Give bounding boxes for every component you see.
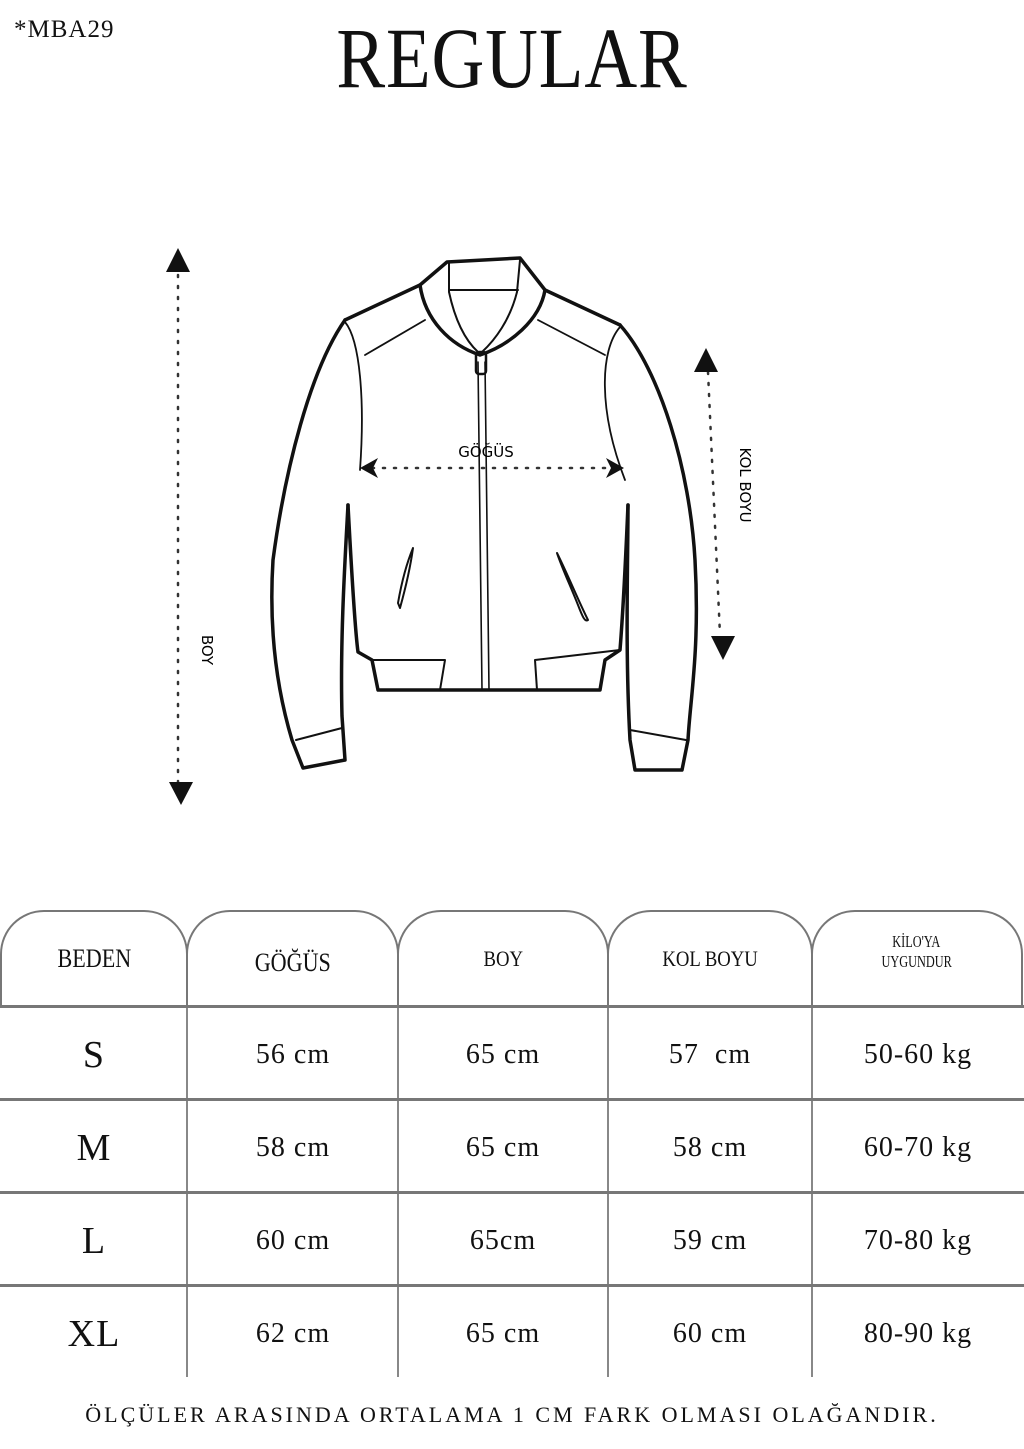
- header-length: BOY: [397, 910, 609, 1006]
- size-cell: XL: [67, 1312, 121, 1355]
- sleeve-cell: 57 cm: [668, 1038, 752, 1070]
- sleeve-cell: 60 cm: [672, 1317, 748, 1349]
- size-cell: L: [81, 1219, 107, 1262]
- header-weight: KİLO'YA UYGUNDUR: [811, 910, 1023, 1006]
- arrow-right-icon: [606, 458, 624, 478]
- chest-cell: 60 cm: [255, 1224, 331, 1256]
- arrow-left-icon: [360, 458, 378, 478]
- jacket-outline: [270, 256, 699, 772]
- chest-measure-arrow: [360, 458, 624, 478]
- jacket-diagram: GÖĞÜS BOY KOL BOYU: [166, 248, 754, 805]
- chest-cell: 58 cm: [255, 1131, 331, 1163]
- length-cell: 65cm: [469, 1224, 537, 1256]
- arrow-down-icon: [169, 782, 193, 805]
- footer-note: ÖLÇÜLER ARASINDA ORTALAMA 1 CM FARK OLMA…: [85, 1402, 939, 1427]
- size-cell: M: [76, 1126, 112, 1169]
- weight-cell: 70-80 kg: [863, 1224, 973, 1256]
- length-cell: 65 cm: [465, 1317, 541, 1349]
- sleeve-label: KOL BOYU: [736, 447, 754, 522]
- sleeve-measure-arrow: [694, 348, 735, 660]
- product-code: *MBA29: [14, 16, 115, 43]
- fit-title: REGULAR: [336, 10, 688, 106]
- length-cell: 65 cm: [465, 1038, 541, 1070]
- weight-cell: 50-60 kg: [863, 1038, 973, 1070]
- sleeve-cell: 59 cm: [672, 1224, 748, 1256]
- chest-cell: 62 cm: [255, 1317, 331, 1349]
- size-table: S 56 cm 65 cm 57 cm 50-60 kg M 58 cm 65 …: [0, 1005, 1024, 1377]
- header-sleeve: KOL BOYU: [607, 910, 813, 1006]
- arrow-up-icon: [166, 248, 190, 272]
- length-label: BOY: [198, 635, 216, 666]
- length-measure-arrow: [166, 248, 193, 805]
- arrow-down-icon: [711, 636, 735, 660]
- header-chest: GÖĞÜS: [186, 910, 399, 1006]
- arrow-up-icon: [694, 348, 718, 372]
- chest-label: GÖĞÜS: [458, 442, 514, 461]
- header-size: BEDEN: [0, 910, 188, 1006]
- table-row: L 60 cm 65cm 59 cm 70-80 kg: [0, 1191, 1024, 1287]
- weight-cell: 60-70 kg: [863, 1131, 973, 1163]
- length-cell: 65 cm: [465, 1131, 541, 1163]
- table-row: S 56 cm 65 cm 57 cm 50-60 kg: [0, 1005, 1024, 1101]
- sleeve-cell: 58 cm: [672, 1131, 748, 1163]
- chest-cell: 56 cm: [255, 1038, 331, 1070]
- table-row: M 58 cm 65 cm 58 cm 60-70 kg: [0, 1098, 1024, 1194]
- table-row: XL 62 cm 65 cm 60 cm 80-90 kg: [0, 1284, 1024, 1380]
- weight-cell: 80-90 kg: [863, 1317, 973, 1349]
- size-cell: S: [82, 1033, 106, 1076]
